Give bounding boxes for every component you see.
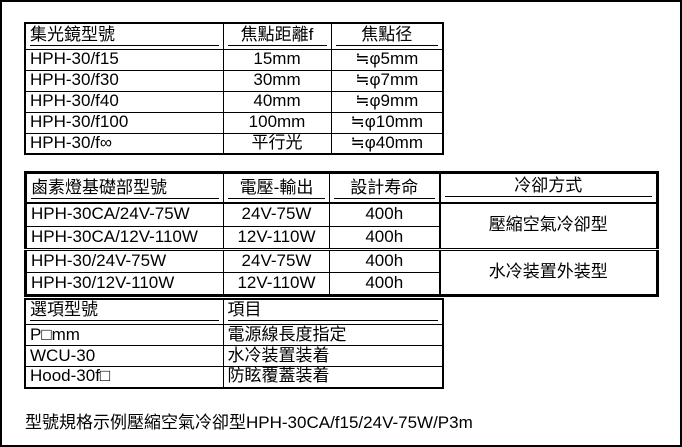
option-item-cell: 電源線長度指定 (222, 324, 444, 346)
design-life-cell: 400h (329, 271, 440, 296)
voltage-output-cell: 12V-110W (223, 225, 330, 250)
focal-distance-cell: 40mm (222, 90, 332, 113)
options-table: 選項型號 項目 P□mm 電源線長度指定 WCU-30 水冷装置装着 Hood-… (24, 298, 444, 389)
lamp-model-cell: HPH-30CA/12V-110W (25, 225, 224, 250)
focal-distance-cell: 15mm (222, 48, 332, 71)
options-header-item: 項目 (222, 298, 444, 325)
lamp-header-cooling-method: 冷卻方式 (438, 172, 658, 204)
design-life-cell: 400h (329, 247, 440, 273)
options-header-model: 選項型號 (24, 298, 224, 325)
table-row: HPH-30/12V-110W 12V-110W 400h (25, 271, 658, 296)
lens-table-header-row: 集光鏡型號 焦點距離f 焦點径 (24, 22, 444, 50)
voltage-output-cell: 24V-75W (223, 202, 330, 227)
lens-header-model: 集光鏡型號 (24, 22, 224, 50)
table-row: HPH-30/f100 100mm ≒φ10mm (24, 111, 444, 134)
lens-table: 集光鏡型號 焦點距離f 焦點径 HPH-30/f15 15mm ≒φ5mm HP… (24, 22, 444, 155)
lamp-table: 鹵素燈基礎部型號 電壓-輸出 設計寿命 冷卻方式 HPH-30CA/24V-75… (24, 171, 659, 297)
cooling-method-cell: 壓縮空氣冷卻型 (438, 202, 658, 250)
focal-diameter-cell: ≒φ7mm (330, 69, 444, 92)
lens-header-focal-diameter: 焦點径 (330, 22, 444, 50)
focal-distance-cell: 30mm (222, 69, 332, 92)
table-row: HPH-30/24V-75W 24V-75W 400h 水冷装置外装型 (25, 247, 658, 296)
option-model-cell: P□mm (24, 324, 224, 346)
focal-diameter-cell: ≒φ40mm (330, 132, 444, 155)
lamp-model-cell: HPH-30/12V-110W (25, 271, 224, 296)
lens-model-cell: HPH-30/f40 (24, 90, 224, 113)
table-row: P□mm 電源線長度指定 (24, 324, 444, 346)
lamp-header-model: 鹵素燈基礎部型號 (25, 172, 224, 204)
focal-diameter-cell: ≒φ5mm (330, 48, 444, 71)
lens-header-focal-distance: 焦點距離f (222, 22, 332, 50)
lamp-model-cell: HPH-30/24V-75W (25, 247, 224, 273)
table-row: HPH-30CA/12V-110W 12V-110W 400h (25, 225, 658, 250)
lens-model-cell: HPH-30/f∞ (24, 132, 224, 155)
table-row: HPH-30CA/24V-75W 24V-75W 400h 壓縮空氣冷卻型 (25, 202, 658, 250)
lamp-model-cell: HPH-30CA/24V-75W (25, 202, 224, 227)
design-life-cell: 400h (329, 225, 440, 250)
lens-model-cell: HPH-30/f30 (24, 69, 224, 92)
design-life-cell: 400h (329, 202, 440, 227)
option-item-cell: 防眩覆蓋装着 (222, 366, 444, 388)
option-model-cell: WCU-30 (24, 345, 224, 367)
table-row: HPH-30/f30 30mm ≒φ7mm (24, 69, 444, 92)
lamp-header-voltage-output: 電壓-輸出 (223, 172, 330, 204)
lens-model-cell: HPH-30/f100 (24, 111, 224, 134)
table-row: HPH-30/f40 40mm ≒φ9mm (24, 90, 444, 113)
table-row: HPH-30/f∞ 平行光 ≒φ40mm (24, 132, 444, 155)
focal-distance-cell: 100mm (222, 111, 332, 134)
model-spec-example-text: 型號規格示例壓縮空氣冷卻型HPH-30CA/f15/24V-75W/P3m (25, 413, 473, 432)
option-item-cell: 水冷装置装着 (222, 345, 444, 367)
option-model-cell: Hood-30f□ (24, 366, 224, 388)
lens-model-cell: HPH-30/f15 (24, 48, 224, 71)
table-row: HPH-30/f15 15mm ≒φ5mm (24, 48, 444, 71)
voltage-output-cell: 24V-75W (223, 247, 330, 273)
lamp-table-header-row: 鹵素燈基礎部型號 電壓-輸出 設計寿命 冷卻方式 (25, 172, 658, 204)
focal-distance-cell: 平行光 (222, 132, 332, 155)
options-table-header-row: 選項型號 項目 (24, 298, 444, 325)
lamp-header-design-life: 設計寿命 (329, 172, 440, 204)
focal-diameter-cell: ≒φ9mm (330, 90, 444, 113)
table-row: WCU-30 水冷装置装着 (24, 345, 444, 367)
table-row: Hood-30f□ 防眩覆蓋装着 (24, 366, 444, 388)
cooling-method-cell: 水冷装置外装型 (438, 247, 658, 296)
focal-diameter-cell: ≒φ10mm (330, 111, 444, 134)
voltage-output-cell: 12V-110W (223, 271, 330, 296)
